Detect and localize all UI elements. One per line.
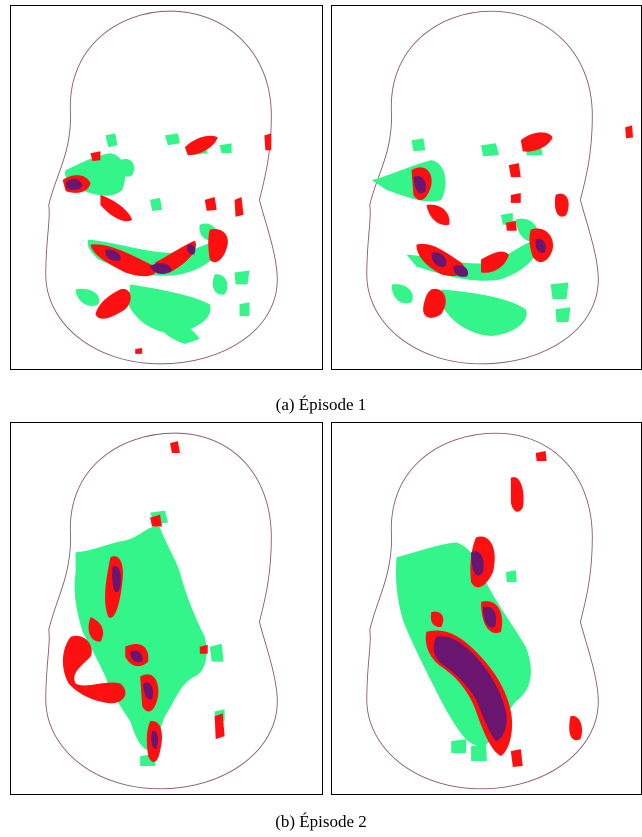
overlap-region [65, 178, 196, 274]
boundary-outline [366, 10, 599, 365]
overlap-region [433, 551, 507, 742]
episode1-left-panel [10, 5, 323, 370]
boundary-outline [45, 432, 278, 790]
episode1-right-panel [331, 5, 642, 370]
episode1-left-map [45, 10, 278, 365]
episode2-right-panel [331, 422, 642, 795]
episode2-right-map [366, 432, 599, 790]
figure-caption-b: (b) Épisode 2 [275, 812, 367, 831]
episode2-left-map [45, 432, 278, 790]
figure-caption-a: (a) Épisode 1 [275, 395, 367, 414]
episode2-left-panel [10, 422, 323, 795]
overlap-region [413, 175, 546, 277]
boundary-outline [366, 432, 599, 790]
episode1-right-map [366, 10, 634, 365]
overlap-region [112, 565, 159, 750]
red-region [411, 125, 634, 318]
boundary-outline [45, 10, 278, 365]
